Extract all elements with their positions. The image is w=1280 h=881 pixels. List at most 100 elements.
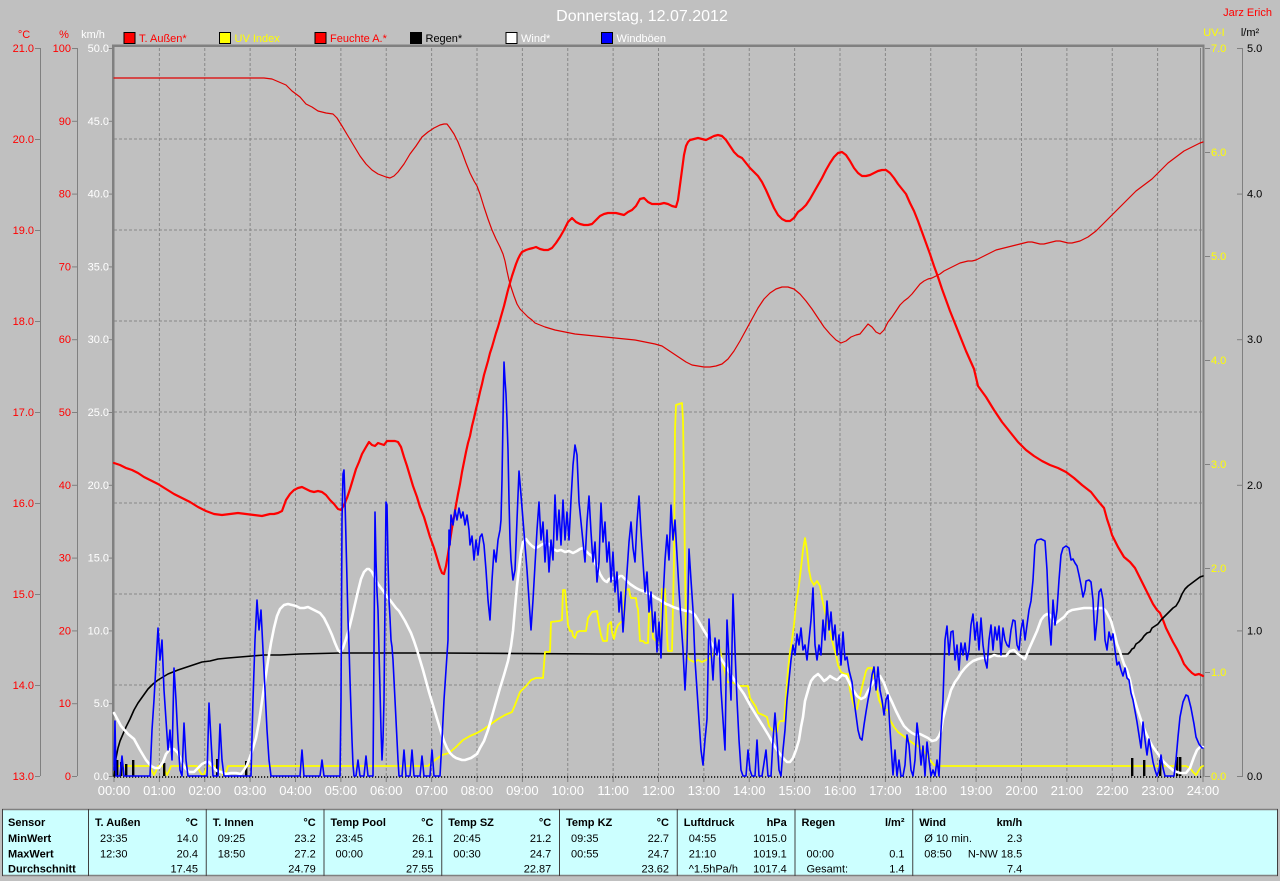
- svg-text:26.1: 26.1: [412, 833, 433, 845]
- svg-text:00:00: 00:00: [807, 849, 835, 861]
- svg-text:7.4: 7.4: [1007, 864, 1022, 876]
- svg-text:50.0: 50.0: [88, 43, 109, 55]
- svg-text:15.0: 15.0: [13, 589, 34, 601]
- svg-text:Temp SZ: Temp SZ: [448, 817, 494, 829]
- svg-text:l/m²: l/m²: [885, 817, 905, 829]
- svg-text:Temp Pool: Temp Pool: [331, 817, 386, 829]
- svg-text:Jarz Erich: Jarz Erich: [1223, 7, 1272, 19]
- svg-text:18.0: 18.0: [13, 316, 34, 328]
- svg-text:22.7: 22.7: [648, 833, 669, 845]
- svg-text:3.0: 3.0: [1211, 459, 1226, 471]
- svg-text:16.0: 16.0: [13, 498, 34, 510]
- svg-text:^1.5hPa/h: ^1.5hPa/h: [689, 864, 738, 876]
- svg-text:19.0: 19.0: [13, 225, 34, 237]
- svg-text:1.0: 1.0: [1247, 625, 1262, 637]
- svg-text:06:00: 06:00: [370, 783, 403, 798]
- svg-text:2.0: 2.0: [1211, 563, 1226, 575]
- svg-text:T. Innen: T. Innen: [213, 817, 254, 829]
- svg-text:100: 100: [53, 43, 71, 55]
- svg-text:MinWert: MinWert: [8, 833, 52, 845]
- svg-text:1017.4: 1017.4: [753, 864, 787, 876]
- svg-text:20.0: 20.0: [88, 480, 109, 492]
- svg-text:5.0: 5.0: [94, 698, 109, 710]
- svg-text:16:00: 16:00: [824, 783, 857, 798]
- svg-text:04:00: 04:00: [279, 783, 312, 798]
- svg-text:Feuchte A.*: Feuchte A.*: [330, 33, 388, 45]
- svg-text:T. Außen*: T. Außen*: [139, 33, 187, 45]
- svg-text:80: 80: [59, 189, 71, 201]
- svg-text:04:55: 04:55: [689, 833, 717, 845]
- svg-text:Donnerstag, 12.07.2012: Donnerstag, 12.07.2012: [556, 8, 728, 25]
- svg-text:45.0: 45.0: [88, 116, 109, 128]
- svg-text:09:35: 09:35: [571, 833, 599, 845]
- svg-text:°C: °C: [18, 29, 30, 41]
- svg-text:23:45: 23:45: [336, 833, 364, 845]
- svg-text:22.87: 22.87: [524, 864, 552, 876]
- svg-text:23.2: 23.2: [294, 833, 315, 845]
- svg-text:Regen: Regen: [802, 817, 836, 829]
- svg-text:°C: °C: [539, 817, 551, 829]
- svg-text:hPa: hPa: [767, 817, 788, 829]
- svg-text:21:00: 21:00: [1051, 783, 1084, 798]
- svg-text:Wind*: Wind*: [521, 33, 551, 45]
- svg-text:30.0: 30.0: [88, 334, 109, 346]
- svg-text:29.1: 29.1: [412, 849, 433, 861]
- svg-text:20:00: 20:00: [1005, 783, 1038, 798]
- svg-text:5.0: 5.0: [1247, 43, 1262, 55]
- svg-text:km/h: km/h: [81, 29, 105, 41]
- svg-text:21:10: 21:10: [689, 849, 717, 861]
- svg-text:°C: °C: [303, 817, 315, 829]
- svg-text:15:00: 15:00: [778, 783, 811, 798]
- svg-text:10: 10: [59, 698, 71, 710]
- svg-text:10.0: 10.0: [88, 625, 109, 637]
- svg-text:60: 60: [59, 334, 71, 346]
- svg-text:23:00: 23:00: [1141, 783, 1174, 798]
- svg-text:08:00: 08:00: [461, 783, 494, 798]
- svg-text:Durchschnitt: Durchschnitt: [8, 864, 76, 876]
- svg-text:35.0: 35.0: [88, 261, 109, 273]
- svg-text:2.0: 2.0: [1247, 480, 1262, 492]
- svg-text:25.0: 25.0: [88, 407, 109, 419]
- svg-text:27.55: 27.55: [406, 864, 434, 876]
- svg-text:50: 50: [59, 407, 71, 419]
- svg-text:00:00: 00:00: [336, 849, 364, 861]
- svg-text:3.0: 3.0: [1247, 334, 1262, 346]
- svg-text:24.7: 24.7: [530, 849, 551, 861]
- svg-text:UV-I: UV-I: [1203, 27, 1224, 39]
- svg-text:Luftdruck: Luftdruck: [684, 817, 736, 829]
- svg-text:km/h: km/h: [997, 817, 1023, 829]
- svg-text:17:00: 17:00: [869, 783, 902, 798]
- svg-text:14.0: 14.0: [13, 680, 34, 692]
- svg-text:N-NW 18.5: N-NW 18.5: [968, 849, 1022, 861]
- svg-text:°C: °C: [186, 817, 198, 829]
- svg-text:21.0: 21.0: [13, 43, 34, 55]
- svg-text:14:00: 14:00: [733, 783, 766, 798]
- svg-text:40.0: 40.0: [88, 189, 109, 201]
- svg-text:Regen*: Regen*: [426, 33, 463, 45]
- svg-text:Wind: Wind: [919, 817, 946, 829]
- svg-text:%: %: [59, 29, 69, 41]
- svg-text:20.4: 20.4: [177, 849, 198, 861]
- svg-text:27.2: 27.2: [294, 849, 315, 861]
- svg-text:6.0: 6.0: [1211, 147, 1226, 159]
- svg-text:13:00: 13:00: [688, 783, 721, 798]
- svg-text:0.0: 0.0: [1211, 771, 1226, 783]
- svg-text:l/m²: l/m²: [1241, 27, 1260, 39]
- svg-text:23.62: 23.62: [641, 864, 669, 876]
- svg-text:40: 40: [59, 480, 71, 492]
- svg-text:11:00: 11:00: [597, 783, 629, 798]
- svg-text:1015.0: 1015.0: [753, 833, 787, 845]
- svg-text:Sensor: Sensor: [8, 817, 46, 829]
- svg-text:00:30: 00:30: [453, 849, 481, 861]
- svg-text:°C: °C: [657, 817, 669, 829]
- svg-text:05:00: 05:00: [325, 783, 358, 798]
- svg-text:1.0: 1.0: [1211, 667, 1226, 679]
- svg-text:00:55: 00:55: [571, 849, 599, 861]
- svg-text:°C: °C: [421, 817, 433, 829]
- svg-text:14.0: 14.0: [177, 833, 198, 845]
- svg-text:T. Außen: T. Außen: [95, 817, 141, 829]
- svg-text:08:50: 08:50: [924, 849, 952, 861]
- svg-text:2.3: 2.3: [1007, 833, 1022, 845]
- svg-text:UV Index: UV Index: [235, 33, 281, 45]
- svg-text:20.0: 20.0: [13, 134, 34, 146]
